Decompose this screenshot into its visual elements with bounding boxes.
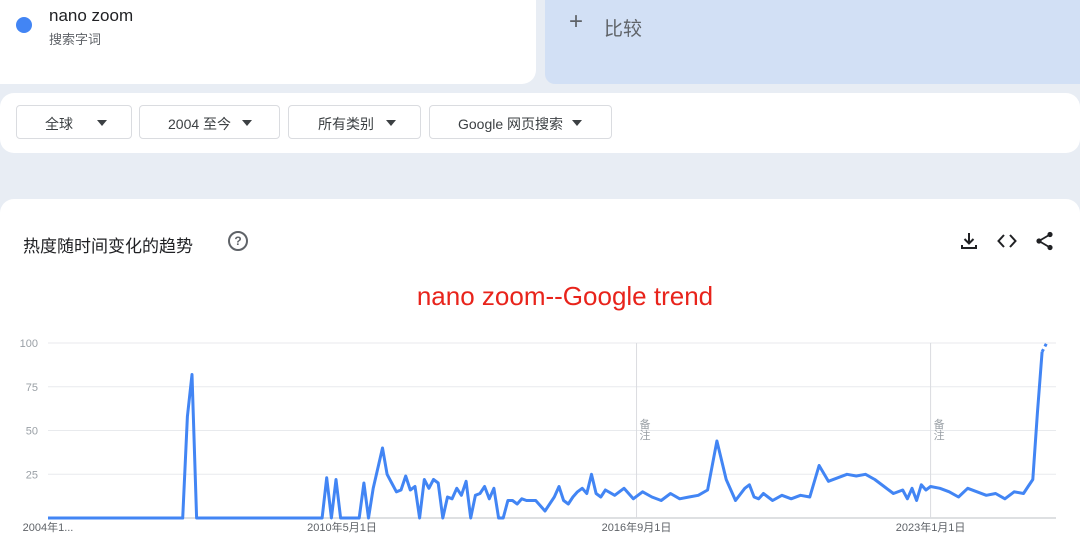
category-filter-label: 所有类别 (318, 116, 374, 132)
y-tick-label: 100 (20, 338, 38, 350)
chevron-down-icon (386, 120, 396, 126)
region-filter-label: 全球 (45, 116, 73, 132)
series-line-partial (1040, 342, 1049, 353)
search-type-filter-label: Google 网页搜索 (458, 116, 564, 132)
compare-label: 比较 (604, 19, 643, 40)
chevron-down-icon (572, 120, 582, 126)
x-tick-label: 2010年5月1日 (307, 520, 377, 534)
note-marker-label: 备注 (638, 417, 651, 440)
region-filter-dropdown[interactable]: 全球 (16, 105, 132, 139)
time-filter-label: 2004 至今 (168, 116, 232, 132)
trend-chart: 100 75 50 25 2004年1... 2010年5月1日 2016年9月1日 2023… (20, 338, 1056, 534)
chart-card-heading: 热度随时间变化的趋势 (23, 237, 193, 256)
time-filter-dropdown[interactable]: 2004 至今 (139, 105, 280, 139)
share-icon[interactable] (1034, 230, 1056, 252)
x-tick-label: 2016年9月1日 (602, 520, 672, 534)
y-tick-label: 75 (26, 382, 38, 394)
term-color-dot (16, 17, 32, 33)
x-tick-label: 2023年1月1日 (896, 520, 966, 534)
search-term-card[interactable]: nano zoom 搜索字词 (0, 0, 536, 84)
interest-over-time-card: 热度随时间变化的趋势 ? nano zoom--Google trend 100… (0, 199, 1080, 552)
search-term-subtitle: 搜索字词 (49, 32, 102, 47)
chart-title: nano zoom--Google trend (416, 281, 714, 311)
download-icon[interactable] (958, 230, 980, 252)
chevron-down-icon (97, 120, 107, 126)
y-tick-label: 50 (26, 426, 38, 438)
help-icon[interactable]: ? (228, 231, 248, 251)
search-term-name[interactable]: nano zoom (49, 6, 134, 25)
series-line (48, 351, 1044, 520)
category-filter-dropdown[interactable]: 所有类别 (288, 105, 421, 139)
note-marker-label: 备注 (932, 417, 945, 440)
y-tick-label: 25 (26, 469, 38, 481)
chevron-down-icon (242, 120, 252, 126)
embed-code-icon[interactable] (996, 230, 1018, 252)
plus-icon: + (569, 8, 584, 35)
compare-button[interactable]: + 比较 (545, 0, 1080, 84)
filter-bar: 全球 2004 至今 所有类别 Google 网页搜索 (0, 93, 1080, 153)
x-tick-label: 2004年1... (23, 520, 74, 534)
search-type-filter-dropdown[interactable]: Google 网页搜索 (429, 105, 612, 139)
